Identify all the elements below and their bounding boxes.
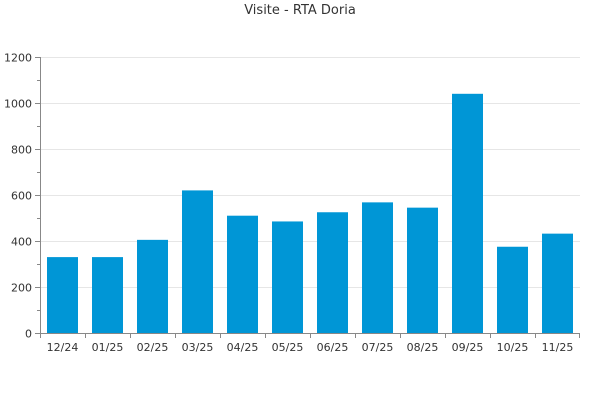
x-tick-label: 08/25	[407, 341, 439, 354]
x-tick-label: 10/25	[497, 341, 529, 354]
x-tick-label: 06/25	[317, 341, 349, 354]
bar	[497, 246, 528, 333]
bar	[407, 207, 438, 333]
bar	[182, 190, 213, 333]
x-tick-label: 07/25	[362, 341, 394, 354]
label-layer: 0 200 400 600 800 1000 1200 12/24 01/25 02/25 03/2…	[4, 52, 573, 355]
axis-layer	[35, 57, 580, 338]
bar	[452, 93, 483, 333]
bar	[92, 257, 123, 333]
grid-layer	[40, 57, 580, 288]
bar	[317, 212, 348, 333]
x-tick-label: 01/25	[92, 341, 124, 354]
y-tick-label: 0	[25, 328, 32, 341]
y-tick-label: 200	[11, 282, 32, 295]
bar	[227, 215, 258, 333]
x-tick-label: 02/25	[137, 341, 169, 354]
x-tick-label: 11/25	[542, 341, 574, 354]
x-tick-label: 05/25	[272, 341, 304, 354]
x-tick-label: 04/25	[227, 341, 259, 354]
bar	[47, 257, 78, 333]
x-tick-label: 03/25	[182, 341, 214, 354]
y-tick-label: 1000	[4, 98, 32, 111]
bar	[362, 202, 393, 333]
bar	[137, 239, 168, 333]
bar	[272, 221, 303, 333]
y-tick-label: 800	[11, 144, 32, 157]
y-tick-label: 400	[11, 236, 32, 249]
y-tick-label: 1200	[4, 52, 32, 65]
x-tick-label: 12/24	[47, 341, 79, 354]
chart-title: Visite - RTA Doria	[244, 3, 356, 18]
x-tick-label: 09/25	[452, 341, 484, 354]
y-tick-label: 600	[11, 190, 32, 203]
bar-layer	[47, 93, 573, 333]
bar	[542, 233, 573, 333]
